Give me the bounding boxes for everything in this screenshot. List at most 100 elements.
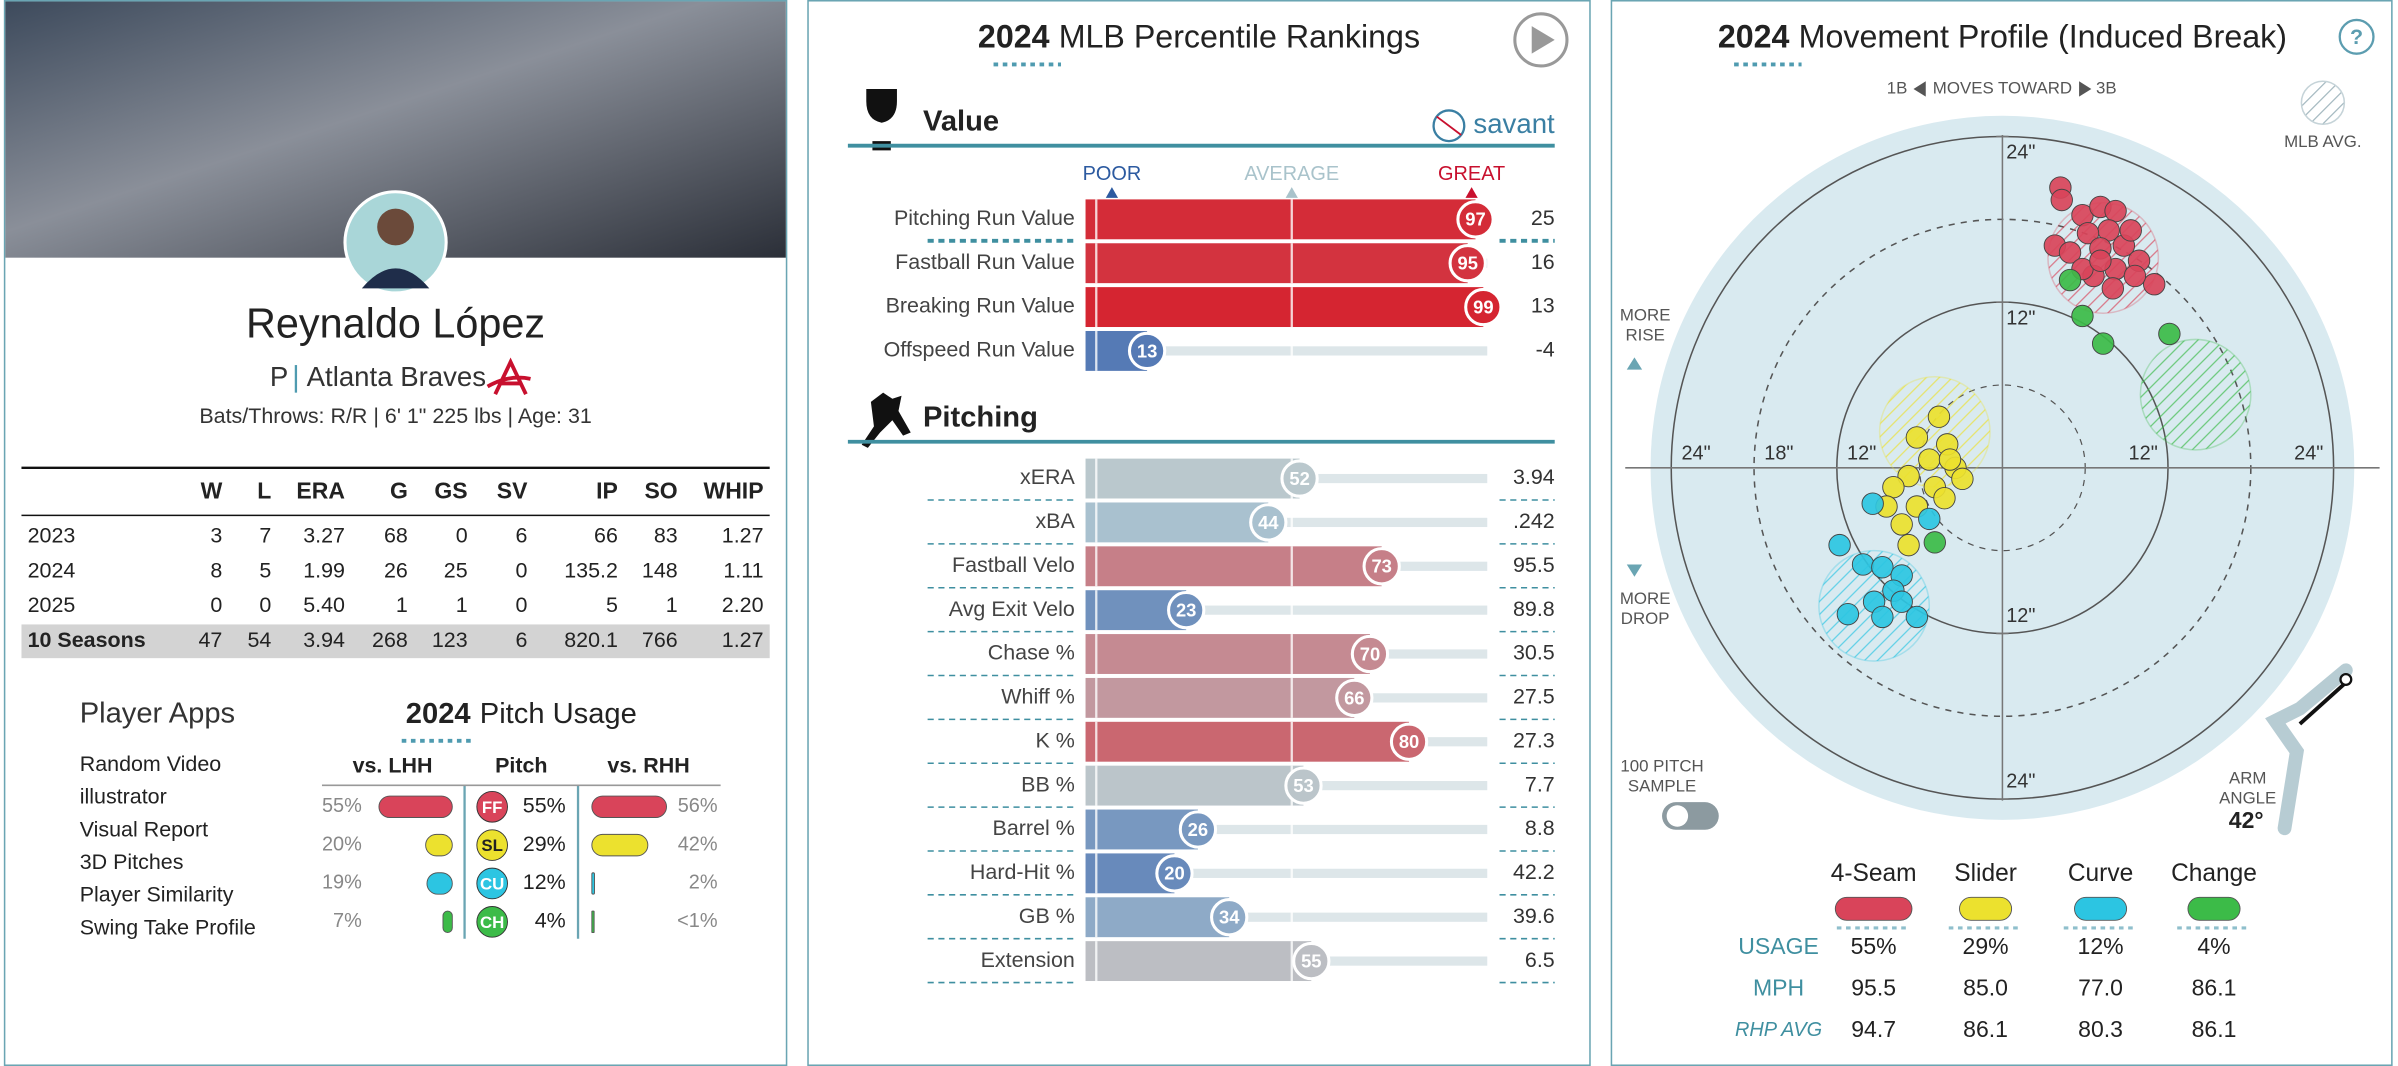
table-cell: 3.94	[303, 628, 345, 652]
toggle-knob	[1666, 805, 1689, 827]
percentile-rest	[1186, 605, 1488, 615]
y-tick-label: 24"	[2006, 142, 2035, 164]
y-tick-label: 12"	[2006, 307, 2035, 329]
percentile-dot	[1167, 590, 1206, 630]
lhh-label: 20%	[322, 833, 362, 855]
metric-name: K %	[1035, 728, 1074, 752]
metric-value: 8.8	[1525, 816, 1555, 840]
pitch-swatch	[1834, 896, 1913, 921]
scale-marker	[1285, 187, 1298, 198]
app-link[interactable]: Swing Take Profile	[80, 915, 256, 939]
table-cell: 47	[198, 628, 222, 652]
table-cell: 0	[456, 524, 468, 548]
table-header: ERA	[296, 477, 345, 503]
help-icon[interactable]	[2338, 18, 2375, 55]
pitch-mph: 85.0	[1963, 974, 2008, 1000]
app-link[interactable]: Visual Report	[80, 817, 208, 841]
table-cell: 3.27	[303, 524, 345, 548]
pitch-code-badge	[476, 829, 508, 861]
pitch-point	[2089, 249, 2112, 272]
percentile-label: 26	[1188, 819, 1208, 840]
app-link[interactable]: Random Video	[80, 752, 222, 776]
metric-name: GB %	[1019, 904, 1075, 928]
percentile-rest	[1174, 868, 1488, 878]
metric-name: Offspeed Run Value	[884, 338, 1075, 362]
table-cell: 0	[210, 593, 222, 617]
arm-angle-label: ANGLE	[2219, 789, 2276, 808]
lhh-label: 55%	[322, 795, 362, 817]
rhh-label: 2%	[689, 872, 718, 894]
row-label: 2024	[28, 558, 76, 582]
metric-name: xBA	[1035, 509, 1075, 533]
pitch-point	[1890, 513, 1913, 536]
percentile-rest	[1197, 824, 1488, 835]
scale-label: AVERAGE	[1244, 163, 1339, 185]
metric-name: Fastball Run Value	[895, 250, 1075, 274]
scale-marker	[1105, 187, 1119, 198]
row-label: MPH	[1753, 974, 1804, 1000]
pitch-code: CH	[480, 913, 504, 932]
metric-value: .242	[1513, 509, 1555, 533]
rise-label: MORE	[1620, 305, 1671, 324]
metric-value: -4	[1536, 338, 1555, 362]
percentile-dot	[1284, 766, 1323, 805]
pitch-point	[1951, 467, 1974, 491]
pitch-swatch	[2187, 896, 2241, 921]
row-label: RHP AVG	[1735, 1019, 1822, 1041]
percentile-bar	[1085, 243, 1468, 284]
metric-name: Chase %	[988, 641, 1075, 665]
pitch-code-badge	[476, 790, 508, 823]
pitch-rhp-avg: 86.1	[2192, 1016, 2237, 1042]
app-link[interactable]: illustrator	[80, 785, 167, 809]
title-text: MLB Percentile Rankings	[1059, 18, 1420, 54]
sample-label: 100 PITCH	[1620, 756, 1703, 775]
percentile-label: 99	[1473, 296, 1493, 317]
pitch-point	[1905, 605, 1929, 629]
table-cell: 1.27	[722, 524, 764, 548]
table-header: G	[390, 477, 408, 503]
section-title: Pitching	[923, 401, 1038, 433]
pitch-point	[1882, 475, 1905, 499]
table-cell: 1.11	[723, 558, 763, 582]
pitch-point	[1923, 531, 1946, 554]
player-position: P	[270, 361, 288, 392]
metric-value: 27.5	[1513, 685, 1555, 709]
table-cell: 5	[606, 593, 618, 617]
table-cell: 766	[642, 628, 678, 652]
pitch-point	[1836, 602, 1860, 626]
percentile-bar	[1085, 677, 1355, 718]
table-cell: 66	[594, 524, 618, 548]
app-link[interactable]: 3D Pitches	[80, 850, 184, 874]
pitch-point	[1918, 448, 1941, 471]
metric-name: Hard-Hit %	[970, 860, 1075, 884]
pitch-point	[1918, 507, 1941, 531]
pitch-point	[2058, 268, 2082, 292]
percentile-rest	[1409, 737, 1488, 747]
rhh-bar	[591, 833, 649, 857]
pitch-usage: 55%	[523, 793, 566, 817]
percentile-bar	[1085, 941, 1312, 982]
metric-value: 7.7	[1525, 772, 1555, 796]
table-cell: 5	[259, 558, 271, 582]
title-year: 2024	[978, 18, 1050, 54]
pitch-point	[2104, 199, 2127, 223]
table-cell: 83	[654, 524, 678, 548]
percentile-label: 53	[1293, 775, 1313, 796]
app-link[interactable]: Player Similarity	[80, 883, 234, 907]
pitch-point	[2143, 273, 2166, 296]
table-cell: 0	[259, 593, 271, 617]
usage-title: 2024 Pitch Usage	[406, 697, 637, 729]
arm-angle-line	[2298, 681, 2348, 726]
pitch-code-badge	[476, 906, 508, 938]
x-tick-label: 12"	[2129, 442, 2158, 464]
metric-value: 16	[1531, 250, 1555, 274]
pitch-point	[1897, 464, 1920, 488]
table-cell: 68	[384, 524, 408, 548]
table-cell: 268	[372, 628, 408, 652]
scale-label: POOR	[1083, 163, 1142, 185]
metric-name: Extension	[981, 948, 1075, 972]
percentile-rest	[1147, 346, 1488, 356]
pitch-code: CU	[480, 874, 504, 893]
percentile-bar	[1085, 502, 1269, 543]
